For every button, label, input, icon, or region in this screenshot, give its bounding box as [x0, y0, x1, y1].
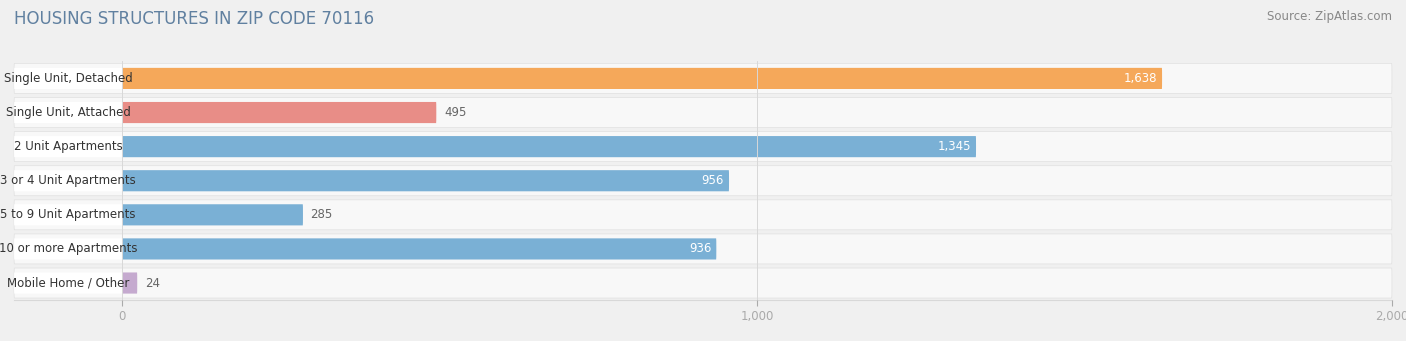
- FancyBboxPatch shape: [14, 63, 1392, 93]
- FancyBboxPatch shape: [14, 238, 122, 260]
- FancyBboxPatch shape: [14, 170, 122, 191]
- FancyBboxPatch shape: [14, 132, 1392, 162]
- Text: Single Unit, Attached: Single Unit, Attached: [6, 106, 131, 119]
- FancyBboxPatch shape: [14, 234, 1392, 264]
- Text: 1,638: 1,638: [1123, 72, 1157, 85]
- FancyBboxPatch shape: [122, 204, 302, 225]
- Text: 956: 956: [702, 174, 724, 187]
- FancyBboxPatch shape: [122, 136, 976, 157]
- FancyBboxPatch shape: [14, 102, 122, 123]
- Text: 3 or 4 Unit Apartments: 3 or 4 Unit Apartments: [0, 174, 136, 187]
- Text: 936: 936: [689, 242, 711, 255]
- Text: 1,345: 1,345: [938, 140, 972, 153]
- Text: HOUSING STRUCTURES IN ZIP CODE 70116: HOUSING STRUCTURES IN ZIP CODE 70116: [14, 10, 374, 28]
- FancyBboxPatch shape: [122, 68, 1163, 89]
- Text: 10 or more Apartments: 10 or more Apartments: [0, 242, 138, 255]
- Text: Mobile Home / Other: Mobile Home / Other: [7, 277, 129, 290]
- FancyBboxPatch shape: [14, 98, 1392, 128]
- Text: Source: ZipAtlas.com: Source: ZipAtlas.com: [1267, 10, 1392, 23]
- FancyBboxPatch shape: [122, 272, 138, 294]
- Text: 495: 495: [444, 106, 467, 119]
- FancyBboxPatch shape: [14, 200, 1392, 230]
- FancyBboxPatch shape: [14, 136, 122, 157]
- Text: 5 to 9 Unit Apartments: 5 to 9 Unit Apartments: [0, 208, 136, 221]
- Text: 285: 285: [311, 208, 333, 221]
- Text: 2 Unit Apartments: 2 Unit Apartments: [14, 140, 122, 153]
- FancyBboxPatch shape: [14, 272, 122, 294]
- Text: 24: 24: [145, 277, 160, 290]
- FancyBboxPatch shape: [122, 170, 730, 191]
- Text: Single Unit, Detached: Single Unit, Detached: [4, 72, 132, 85]
- FancyBboxPatch shape: [14, 204, 122, 225]
- FancyBboxPatch shape: [14, 166, 1392, 196]
- FancyBboxPatch shape: [14, 68, 122, 89]
- FancyBboxPatch shape: [122, 238, 716, 260]
- FancyBboxPatch shape: [14, 268, 1392, 298]
- FancyBboxPatch shape: [122, 102, 436, 123]
